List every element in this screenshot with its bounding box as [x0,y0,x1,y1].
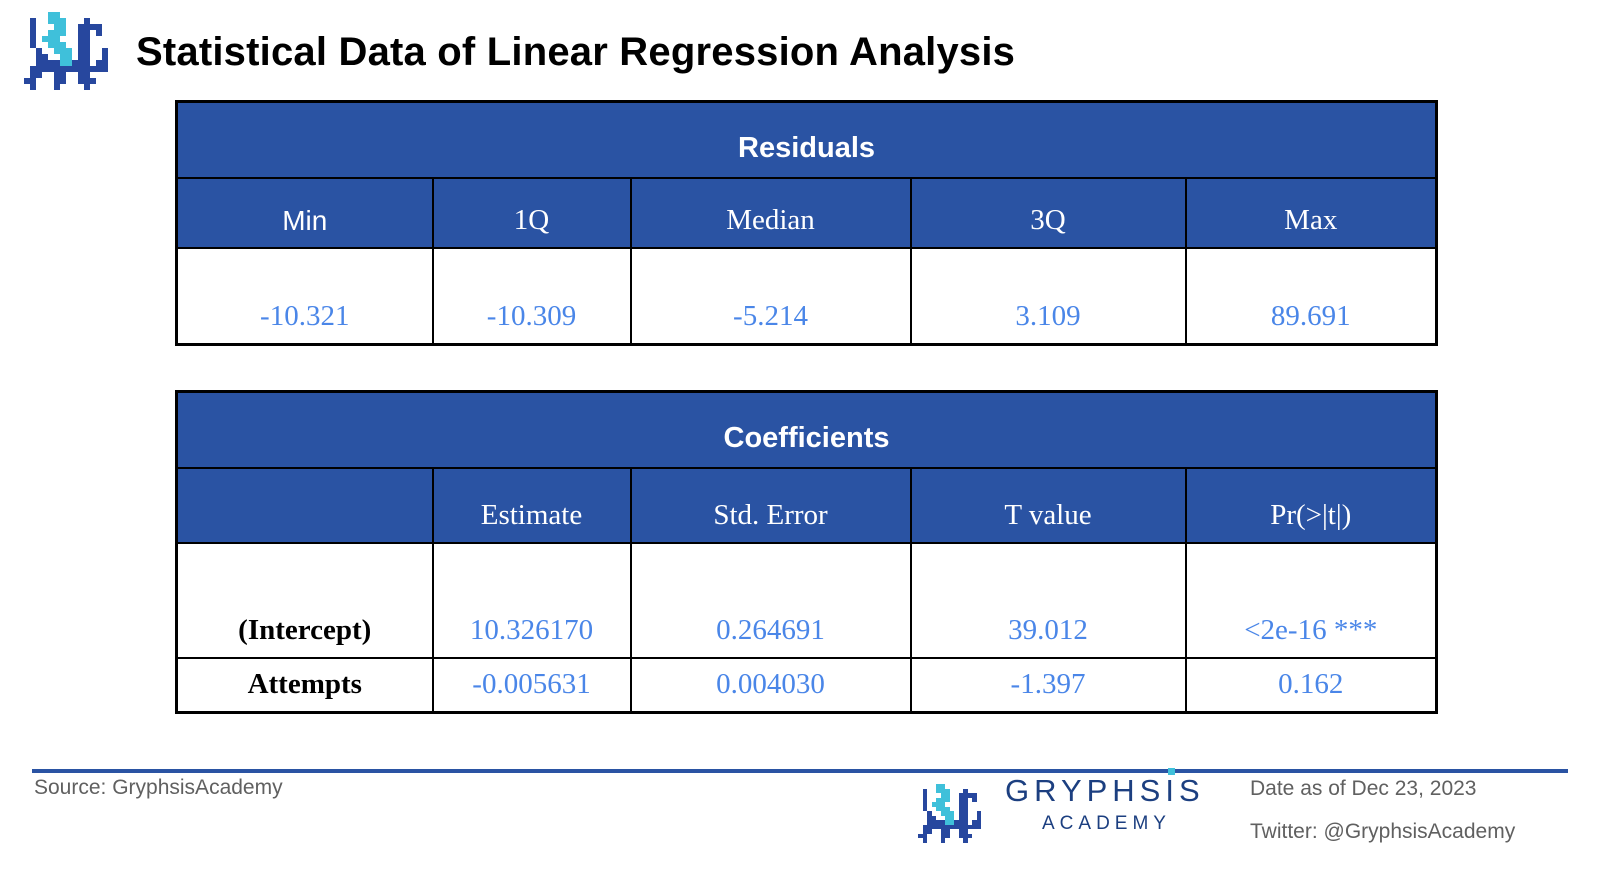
coefficients-col-header-blank [175,467,434,544]
gryphsis-dragon-footer-logo-icon [918,784,981,843]
residuals-col-header-3q: 3Q [909,177,1187,249]
source-credit: Source: GryphsisAcademy [34,776,283,799]
coefficients-table-title: Coefficients [175,390,1438,469]
date-label: Date as of Dec 23, 2023 [1250,777,1477,800]
intercept-std-error: 0.264691 [629,542,912,659]
brand-wordmark-text: GRYPHSIS [1005,773,1205,808]
residuals-table-title: Residuals [175,100,1438,179]
residuals-table: Residuals Min 1Q Median 3Q Max -10.321 -… [175,100,1439,346]
coefficients-col-header-stderror: Std. Error [629,467,912,544]
coefficients-row-label-intercept: (Intercept) [175,542,434,659]
residuals-col-header-1q: 1Q [431,177,632,249]
coefficients-table: Coefficients Estimate Std. Error T value… [175,390,1439,714]
coefficients-col-header-pr: Pr(>|t|) [1184,467,1438,544]
footer-divider [32,769,1568,773]
table-row: Attempts -0.005631 0.004030 -1.397 0.162 [175,657,1438,714]
coefficients-col-header-estimate: Estimate [431,467,632,544]
residuals-value-min: -10.321 [175,247,434,346]
attempts-estimate: -0.005631 [431,657,632,714]
residuals-value-3q: 3.109 [909,247,1187,346]
residuals-col-header-median: Median [629,177,912,249]
table-row: (Intercept) 10.326170 0.264691 39.012 <2… [175,542,1438,659]
residuals-col-header-min: Min [175,177,434,249]
coefficients-row-label-attempts: Attempts [175,657,434,714]
brand-subtitle: ACADEMY [1042,813,1171,834]
intercept-t-value: 39.012 [909,542,1187,659]
twitter-handle: Twitter: @GryphsisAcademy [1250,820,1516,843]
brand-accent-dot [1168,768,1175,775]
intercept-pr: <2e-16 *** [1184,542,1438,659]
page-title: Statistical Data of Linear Regression An… [136,30,1016,74]
residuals-value-max: 89.691 [1184,247,1438,346]
residuals-value-median: -5.214 [629,247,912,346]
brand-wordmark: GRYPHSIS [1005,768,1205,809]
attempts-std-error: 0.004030 [629,657,912,714]
gryphsis-dragon-logo-icon [24,12,108,90]
attempts-t-value: -1.397 [909,657,1187,714]
residuals-col-header-max: Max [1184,177,1438,249]
coefficients-col-header-tvalue: T value [909,467,1187,544]
attempts-pr: 0.162 [1184,657,1438,714]
residuals-value-1q: -10.309 [431,247,632,346]
intercept-estimate: 10.326170 [431,542,632,659]
